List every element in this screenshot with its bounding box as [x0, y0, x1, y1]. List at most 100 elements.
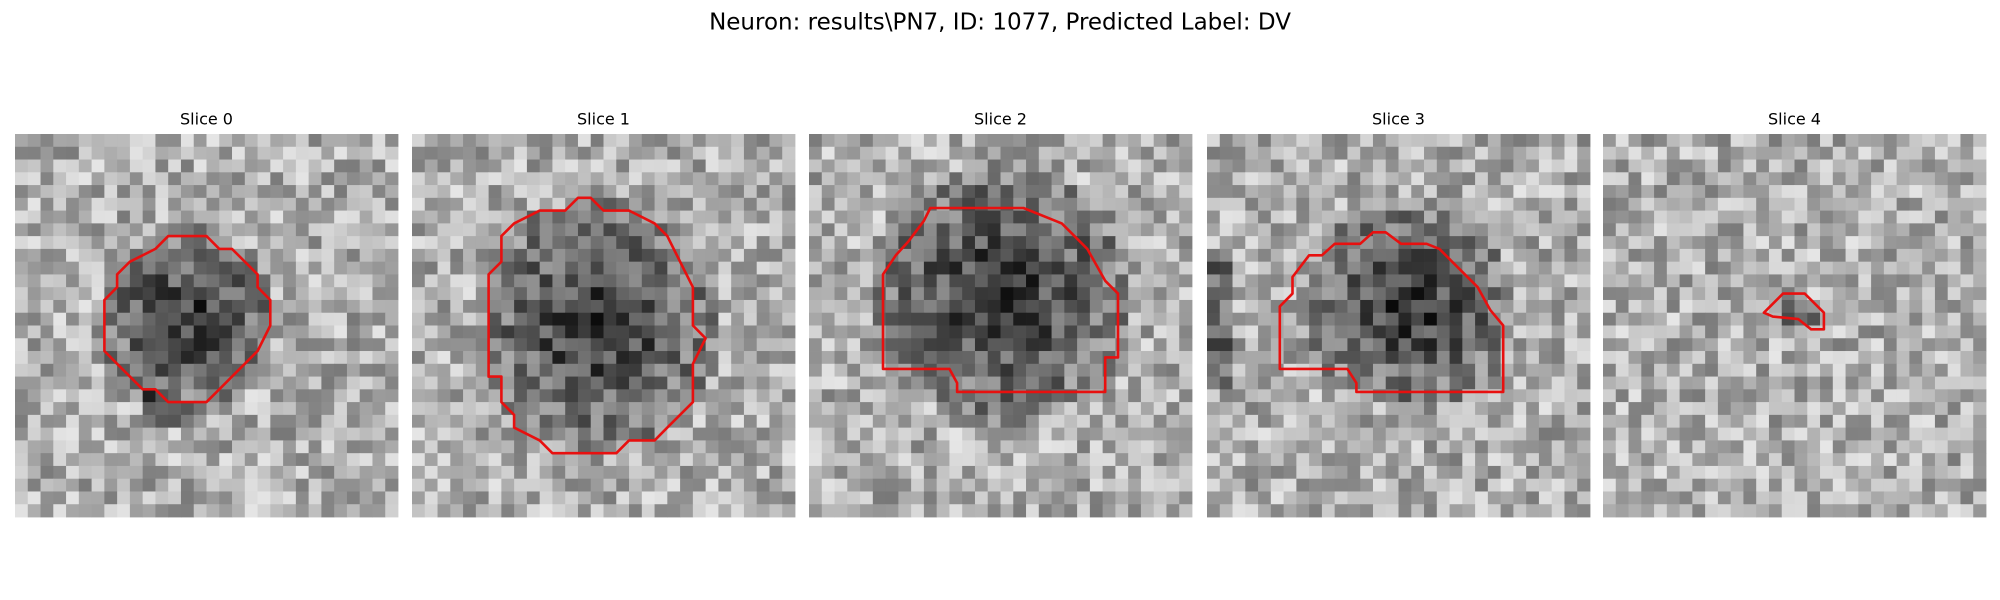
pixel: [1641, 210, 1655, 224]
pixel: [1179, 274, 1193, 288]
pixel: [1360, 197, 1374, 211]
pixel: [501, 325, 515, 339]
pixel: [1577, 338, 1591, 352]
pixel: [1743, 261, 1757, 275]
pixel: [1089, 159, 1104, 173]
pixel: [1947, 312, 1961, 326]
pixel: [334, 440, 348, 454]
pixel: [129, 287, 144, 301]
pixel: [1641, 159, 1655, 173]
pixel: [1258, 274, 1272, 288]
pixel: [718, 261, 732, 275]
pixel: [1705, 338, 1719, 352]
pixel: [1115, 465, 1129, 480]
pixel: [885, 236, 899, 250]
pixel: [463, 376, 477, 390]
pixel: [1730, 287, 1744, 301]
pixel: [821, 172, 835, 186]
pixel: [1140, 134, 1155, 148]
pixel: [1717, 402, 1732, 416]
pixel: [1232, 491, 1246, 505]
pixel: [53, 223, 67, 237]
pixel: [1820, 185, 1834, 199]
pixel: [1449, 338, 1463, 352]
pixel: [1436, 197, 1450, 211]
pixel: [577, 504, 592, 518]
pixel: [1219, 338, 1233, 352]
pixel: [1654, 414, 1668, 429]
pixel: [78, 465, 92, 480]
pixel: [180, 197, 195, 211]
pixel: [346, 453, 361, 467]
pixel: [270, 146, 284, 160]
pixel: [1526, 146, 1540, 160]
pixel: [1347, 504, 1361, 518]
pixel: [1615, 325, 1629, 339]
pixel: [1449, 185, 1463, 199]
pixel: [1321, 427, 1336, 441]
pixel: [1883, 185, 1898, 199]
pixel: [1730, 248, 1744, 263]
pixel: [193, 287, 207, 301]
pixel: [565, 427, 579, 441]
pixel: [1462, 376, 1476, 390]
pixel: [1347, 453, 1361, 467]
pixel: [1756, 414, 1770, 429]
pixel: [346, 338, 361, 352]
pixel: [463, 248, 477, 263]
pixel: [1909, 172, 1923, 186]
pixel: [53, 299, 67, 314]
pixel: [936, 172, 950, 186]
pixel: [898, 197, 912, 211]
pixel: [15, 363, 29, 377]
pixel: [1883, 504, 1898, 518]
pixel: [1896, 465, 1910, 480]
pixel: [552, 185, 566, 199]
pixel: [1140, 159, 1155, 173]
pixel: [257, 465, 271, 480]
pixel: [1424, 478, 1438, 492]
pixel: [385, 172, 399, 186]
pixel: [552, 402, 566, 416]
pixel: [1896, 223, 1910, 237]
pixel: [1296, 197, 1310, 211]
pixel: [1577, 402, 1591, 416]
pixel: [1102, 210, 1116, 224]
pixel: [1245, 376, 1259, 390]
pixel: [1232, 453, 1246, 467]
pixel: [463, 453, 477, 467]
pixel: [1398, 299, 1412, 314]
pixel: [885, 274, 899, 288]
pixel: [1641, 338, 1655, 352]
pixel: [1026, 465, 1040, 480]
pixel: [346, 440, 361, 454]
pixel: [590, 134, 604, 148]
pixel: [847, 465, 861, 480]
pixel: [1424, 146, 1438, 160]
pixel: [359, 299, 373, 314]
pixel: [565, 414, 579, 429]
pixel: [1909, 338, 1923, 352]
pixel: [923, 389, 938, 403]
pixel: [117, 440, 131, 454]
pixel: [78, 453, 92, 467]
pixel: [321, 197, 335, 211]
pixel: [463, 402, 477, 416]
pixel: [860, 159, 874, 173]
pixel: [692, 376, 707, 390]
pixel: [91, 287, 105, 301]
pixel: [1166, 478, 1180, 492]
pixel: [539, 351, 553, 365]
pixel: [1871, 363, 1885, 377]
pixel: [129, 453, 144, 467]
pixel: [1871, 325, 1885, 339]
pixel: [168, 363, 182, 377]
pixel: [1679, 414, 1693, 429]
pixel: [1615, 172, 1629, 186]
pixel: [769, 261, 783, 275]
pixel: [155, 248, 169, 263]
pixel: [1743, 363, 1757, 377]
pixel: [1743, 389, 1757, 403]
pixel: [1140, 465, 1155, 480]
pixel: [769, 338, 783, 352]
